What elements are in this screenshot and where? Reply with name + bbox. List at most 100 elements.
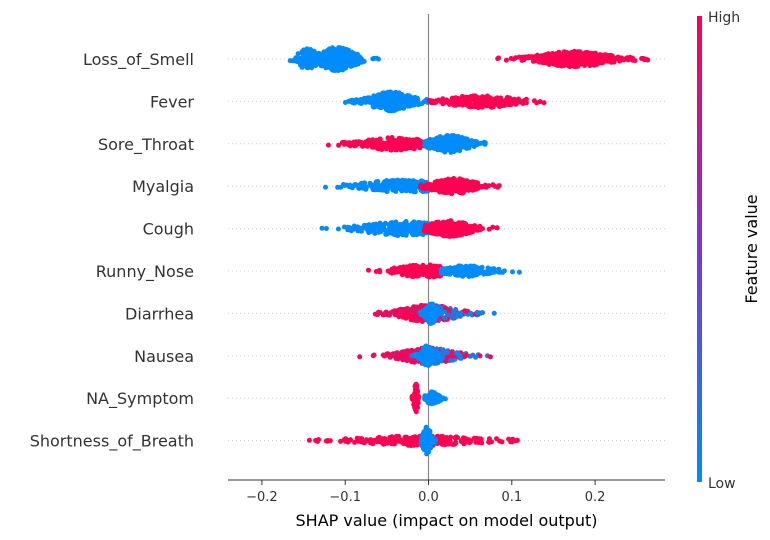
shap-point (425, 139, 431, 145)
colorbar (697, 16, 702, 482)
shap-point (445, 441, 451, 447)
shap-point (457, 183, 462, 189)
shap-point (537, 99, 543, 105)
shap-point (451, 226, 457, 232)
shap-point (579, 58, 585, 64)
shap-point (384, 142, 390, 148)
shap-point (428, 230, 434, 236)
shap-point (422, 314, 428, 319)
shap-point (352, 140, 358, 146)
shap-point (394, 106, 399, 112)
shap-point (615, 56, 621, 62)
shap-point (348, 51, 354, 57)
shap-point (429, 137, 435, 143)
shap-point (368, 99, 374, 105)
shap-point (427, 431, 432, 437)
shap-point (474, 181, 480, 187)
shap-point (399, 97, 405, 103)
shap-point (358, 225, 364, 231)
shap-point (352, 439, 358, 445)
shap-point (440, 232, 446, 238)
feature-label: NA_Symptom (86, 389, 194, 409)
shap-point (428, 224, 434, 230)
shap-point (451, 176, 457, 181)
shap-point (364, 184, 370, 190)
shap-point (432, 274, 438, 279)
shap-point (491, 310, 497, 316)
shap-point (331, 57, 337, 63)
shap-point (436, 227, 442, 233)
shap-point (398, 306, 404, 312)
shap-point (414, 388, 420, 394)
shap-point (421, 360, 427, 366)
shap-point (602, 52, 608, 58)
shap-point (507, 96, 513, 102)
shap-point (460, 99, 465, 105)
shap-point (434, 143, 440, 149)
shap-point (440, 135, 446, 141)
shap-point (430, 312, 436, 318)
shap-point (442, 189, 448, 195)
shap-point (406, 268, 412, 274)
shap-point (426, 274, 432, 280)
shap-point (463, 352, 469, 358)
shap-point (455, 188, 461, 194)
shap-point (451, 100, 457, 106)
shap-point (324, 57, 330, 63)
shap-point (406, 348, 412, 354)
shap-point (394, 102, 399, 107)
shap-point (435, 393, 441, 399)
shap-point (441, 269, 447, 275)
shap-point (480, 310, 486, 316)
shap-point (410, 316, 416, 321)
shap-point (362, 180, 368, 186)
shap-point (397, 137, 403, 142)
x-tick-label: 0.0 (418, 490, 439, 505)
shap-point (430, 390, 436, 396)
shap-point (423, 424, 429, 430)
shap-point (390, 270, 396, 276)
shap-point (291, 58, 297, 64)
shap-point (388, 94, 394, 100)
shap-point (393, 143, 399, 149)
shap-point (403, 101, 409, 107)
shap-point (406, 356, 412, 362)
shap-point (385, 180, 391, 186)
shap-point (418, 182, 424, 188)
shap-point (491, 266, 497, 272)
shap-point (439, 146, 445, 152)
shap-point (491, 101, 497, 107)
shap-point (446, 184, 452, 189)
shap-point (353, 55, 358, 61)
feature-label: Shortness_of_Breath (30, 432, 194, 452)
shap-point (424, 437, 430, 443)
shap-point (461, 226, 467, 232)
shap-point (531, 98, 537, 104)
shap-point (445, 99, 450, 105)
shap-point (462, 440, 468, 446)
shap-point (370, 441, 376, 447)
shap-point (314, 51, 320, 57)
shap-point (370, 222, 376, 227)
shap-point (330, 62, 336, 68)
shap-point (445, 312, 451, 318)
shap-point (453, 222, 459, 227)
shap-point (421, 308, 426, 314)
shap-point (431, 350, 437, 356)
shap-point (510, 269, 515, 275)
shap-point (398, 437, 404, 443)
shap-point (404, 312, 409, 317)
shap-point (546, 53, 552, 59)
x-axis-title: SHAP value (impact on model output) (296, 511, 598, 530)
shap-point (588, 61, 594, 67)
shap-point (357, 57, 363, 63)
shap-point (435, 352, 441, 358)
shap-point (400, 357, 406, 363)
shap-point (392, 92, 398, 97)
shap-point (345, 224, 351, 230)
shap-point (536, 55, 542, 61)
shap-point (439, 142, 445, 148)
shap-point (413, 179, 419, 185)
shap-point (477, 436, 483, 442)
shap-point (445, 176, 451, 182)
